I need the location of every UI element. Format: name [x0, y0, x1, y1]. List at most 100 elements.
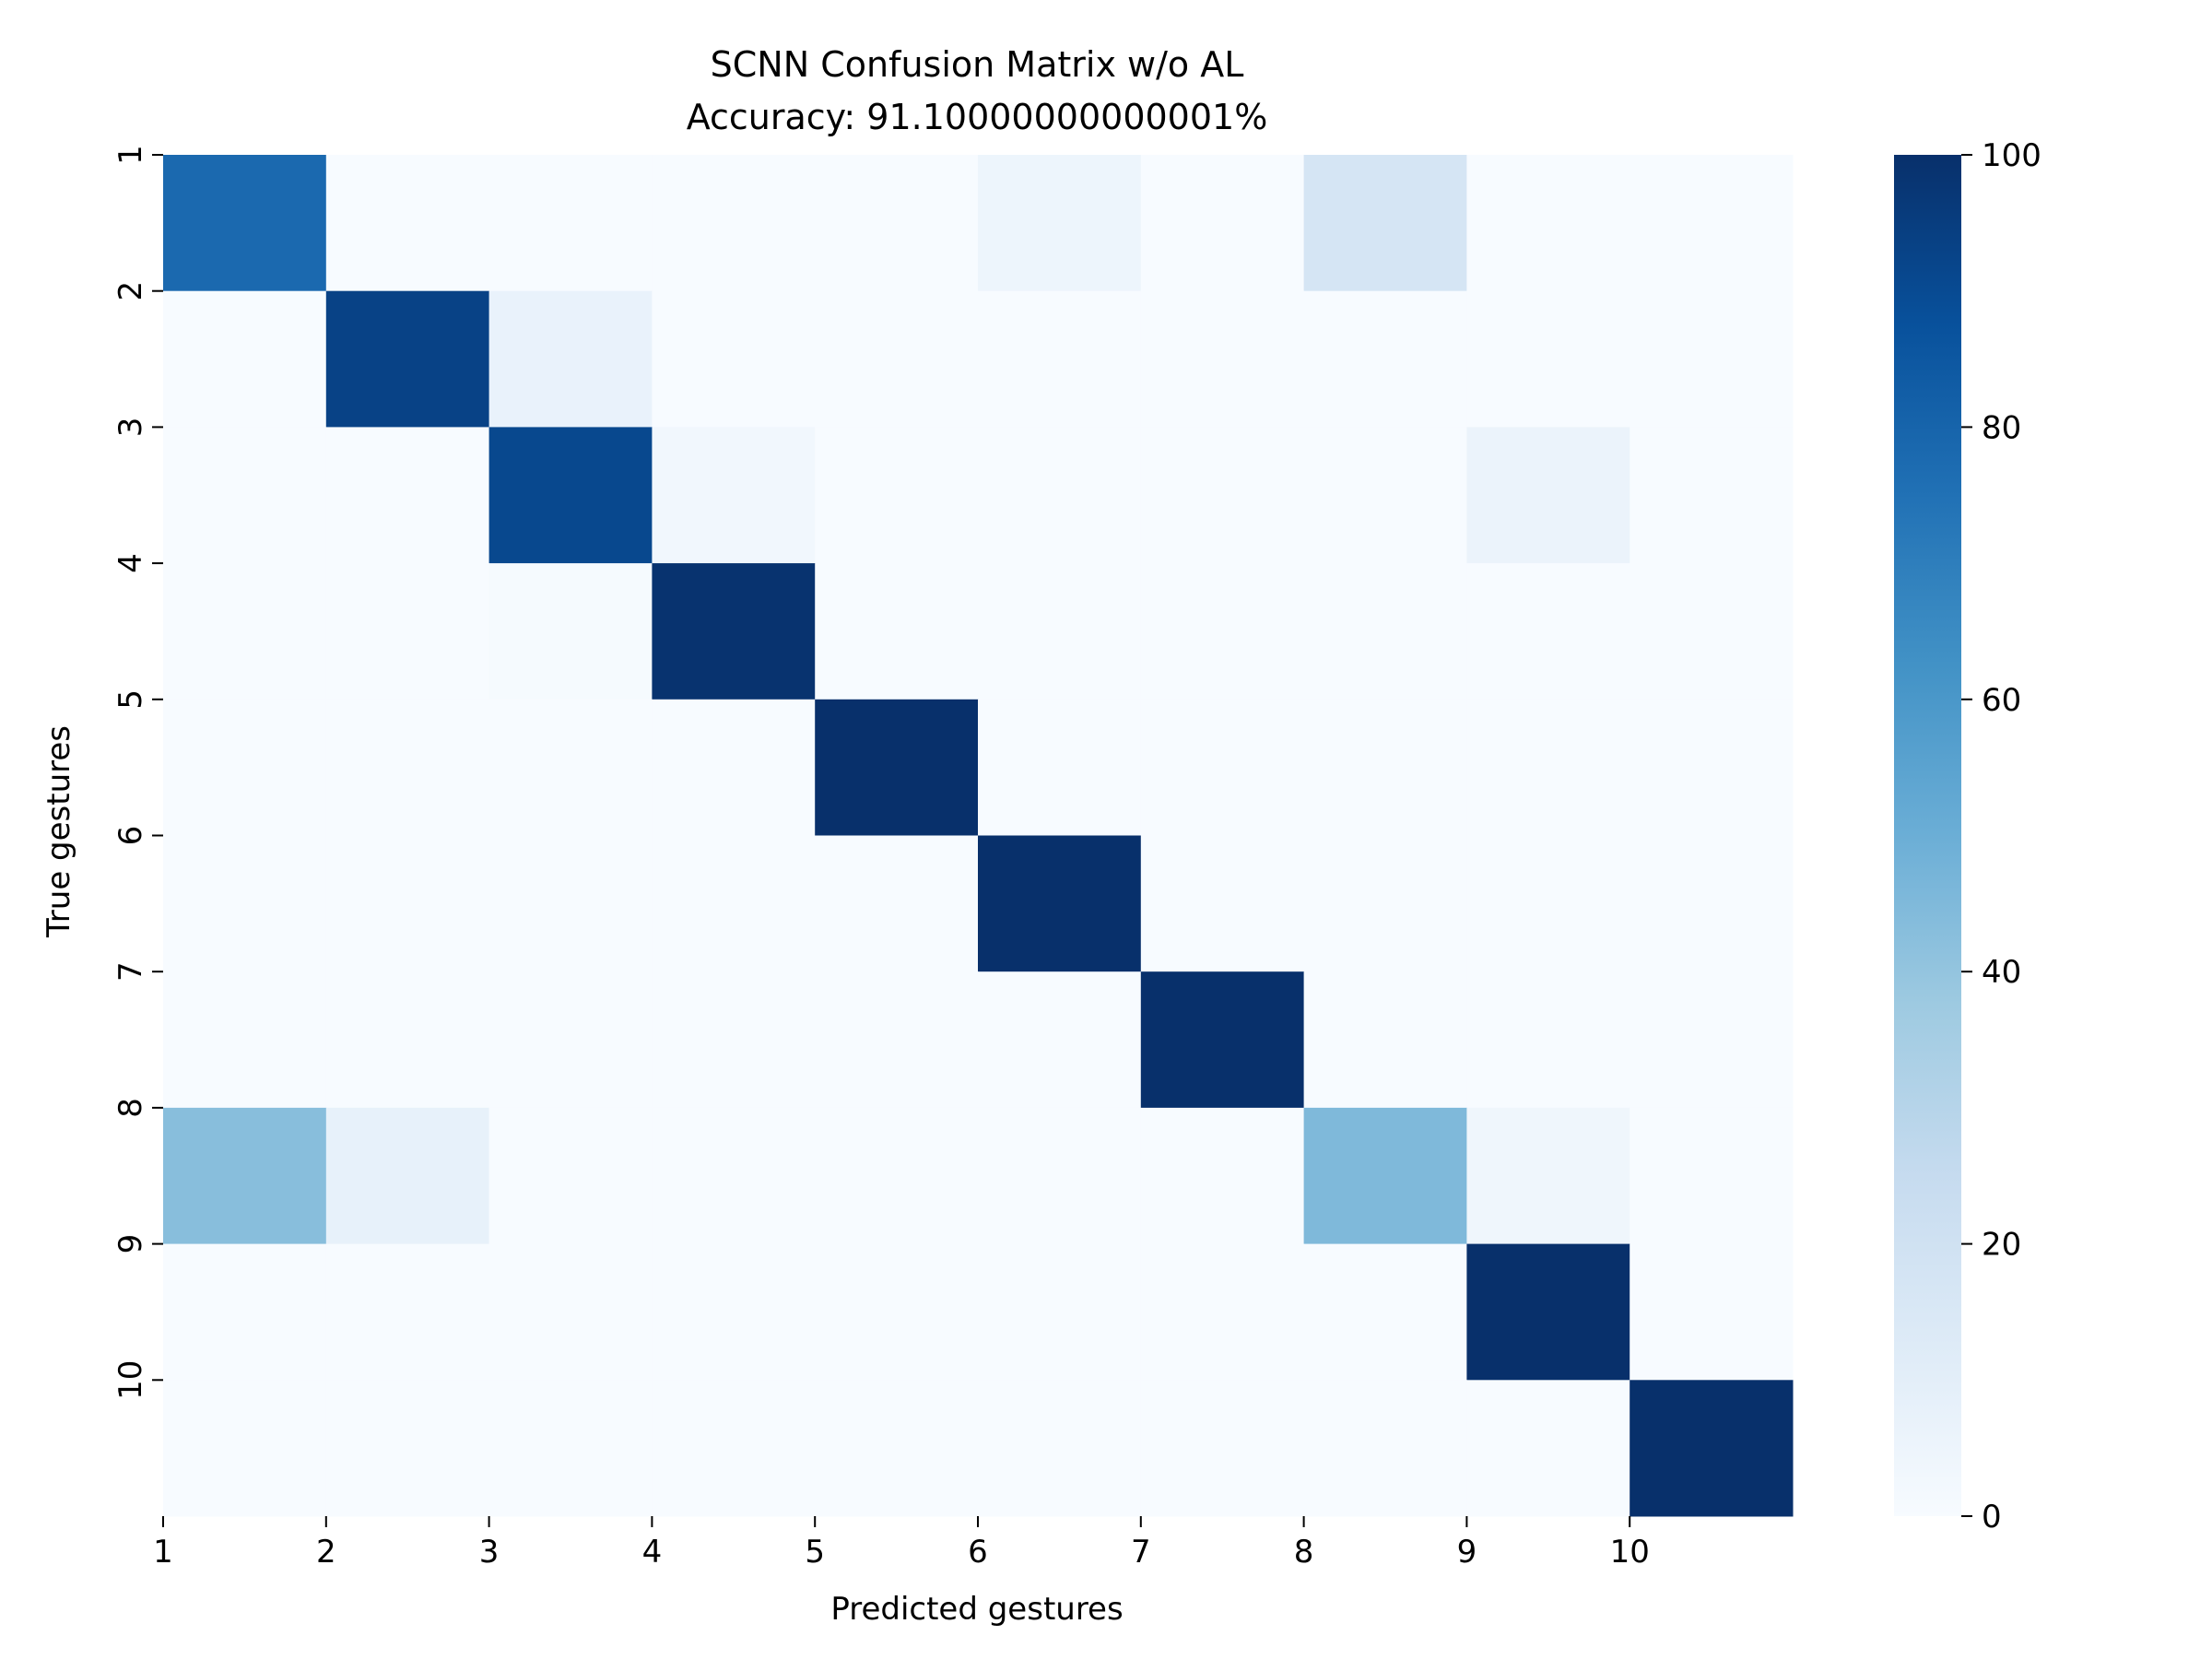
x-tick-label: 10 [1610, 1534, 1650, 1571]
heatmap-cell [1140, 563, 1305, 700]
heatmap-cell [1303, 1243, 1467, 1381]
heatmap-cell [163, 1107, 327, 1245]
heatmap-cell [163, 699, 327, 836]
heatmap-cell [1630, 427, 1794, 564]
heatmap-cell [1303, 835, 1467, 972]
heatmap-cell [325, 971, 490, 1109]
heatmap-cell [163, 971, 327, 1109]
x-tick-label: 3 [479, 1534, 500, 1571]
heatmap-cell [652, 971, 816, 1109]
heatmap-cell [488, 699, 653, 836]
colorbar-tick-label: 60 [1982, 682, 2021, 719]
heatmap-cell [1466, 1380, 1630, 1517]
heatmap-cell [1466, 835, 1630, 972]
heatmap-cell [325, 563, 490, 700]
heatmap-cell [1466, 1107, 1630, 1245]
colorbar-tick-label: 100 [1982, 137, 2041, 174]
heatmap-cell [978, 155, 1142, 292]
heatmap-cell [1140, 699, 1305, 836]
colorbar-tick-label: 20 [1982, 1227, 2021, 1264]
heatmap-cell [1303, 290, 1467, 428]
heatmap-cell [1466, 290, 1630, 428]
heatmap-cell [978, 1243, 1142, 1381]
heatmap-cell [652, 155, 816, 292]
heatmap-cell [325, 835, 490, 972]
heatmap-cell [1303, 1107, 1467, 1245]
heatmap-cell [1303, 427, 1467, 564]
heatmap-cell [978, 1107, 1142, 1245]
heatmap-cell [815, 1380, 979, 1517]
heatmap-cell [652, 699, 816, 836]
heatmap-cell [978, 563, 1142, 700]
heatmap-cell [163, 427, 327, 564]
heatmap-cell [1140, 1380, 1305, 1517]
heatmap-cell [978, 427, 1142, 564]
heatmap-cell [1466, 427, 1630, 564]
heatmap-cell [1630, 1243, 1794, 1381]
heatmap-cell [1303, 155, 1467, 292]
colorbar-tick-label: 80 [1982, 409, 2021, 446]
heatmap-cell [1303, 563, 1467, 700]
heatmap-cell [1630, 1380, 1794, 1517]
y-tick-label: 6 [112, 826, 149, 846]
heatmap-cell [815, 971, 979, 1109]
heatmap-cell [978, 835, 1142, 972]
heatmap-cell [163, 835, 327, 972]
heatmap-cell [1630, 563, 1794, 700]
heatmap-cell [1466, 155, 1630, 292]
x-tick-label: 2 [316, 1534, 336, 1571]
heatmap-cell [488, 563, 653, 700]
colorbar-tick-label: 0 [1982, 1499, 2002, 1535]
heatmap-cells [163, 155, 1794, 1517]
heatmap-cell [815, 1107, 979, 1245]
heatmap-cell [163, 1243, 327, 1381]
heatmap-cell [488, 1107, 653, 1245]
heatmap-cell [1466, 971, 1630, 1109]
heatmap-cell [1140, 1243, 1305, 1381]
y-tick-label: 3 [112, 418, 149, 438]
heatmap-cell [1466, 563, 1630, 700]
heatmap-cell [652, 1243, 816, 1381]
heatmap-cell [815, 835, 979, 972]
heatmap-cell [325, 699, 490, 836]
heatmap-cell [978, 699, 1142, 836]
heatmap-cell [163, 290, 327, 428]
x-tick-label: 8 [1294, 1534, 1314, 1571]
x-tick-label: 1 [153, 1534, 173, 1571]
x-axis-ticks: 1 2 3 4 5 6 7 8 9 10 [153, 1516, 1650, 1571]
heatmap-cell [978, 971, 1142, 1109]
heatmap-cell [1140, 1107, 1305, 1245]
heatmap-cell [1140, 155, 1305, 292]
heatmap-cell [488, 155, 653, 292]
heatmap-cell [652, 835, 816, 972]
heatmap-cell [1140, 835, 1305, 972]
heatmap-cell [815, 1243, 979, 1381]
y-tick-label: 9 [112, 1234, 149, 1254]
heatmap-cell [1630, 290, 1794, 428]
chart-title: SCNN Confusion Matrix w/o AL [711, 44, 1244, 85]
heatmap-cell [325, 1243, 490, 1381]
y-tick-label: 2 [112, 281, 149, 301]
heatmap-cell [325, 290, 490, 428]
colorbar [1894, 155, 1961, 1516]
colorbar-tick-label: 40 [1982, 954, 2021, 991]
colorbar-ticks: 0 20 40 60 80 100 [1961, 137, 2041, 1535]
y-tick-label: 5 [112, 689, 149, 710]
heatmap-cell [1140, 290, 1305, 428]
heatmap-cell [815, 155, 979, 292]
heatmap-cell [652, 1107, 816, 1245]
x-tick-label: 4 [642, 1534, 663, 1571]
x-tick-label: 7 [1131, 1534, 1151, 1571]
heatmap-cell [1630, 835, 1794, 972]
heatmap-cell [1140, 971, 1305, 1109]
heatmap-cell [815, 290, 979, 428]
heatmap-cell [1630, 1107, 1794, 1245]
heatmap-cell [488, 290, 653, 428]
heatmap-cell [325, 1380, 490, 1517]
heatmap-cell [652, 1380, 816, 1517]
heatmap-cell [652, 563, 816, 700]
y-tick-label: 4 [112, 553, 149, 573]
heatmap-cell [163, 155, 327, 292]
heatmap-cell [325, 427, 490, 564]
